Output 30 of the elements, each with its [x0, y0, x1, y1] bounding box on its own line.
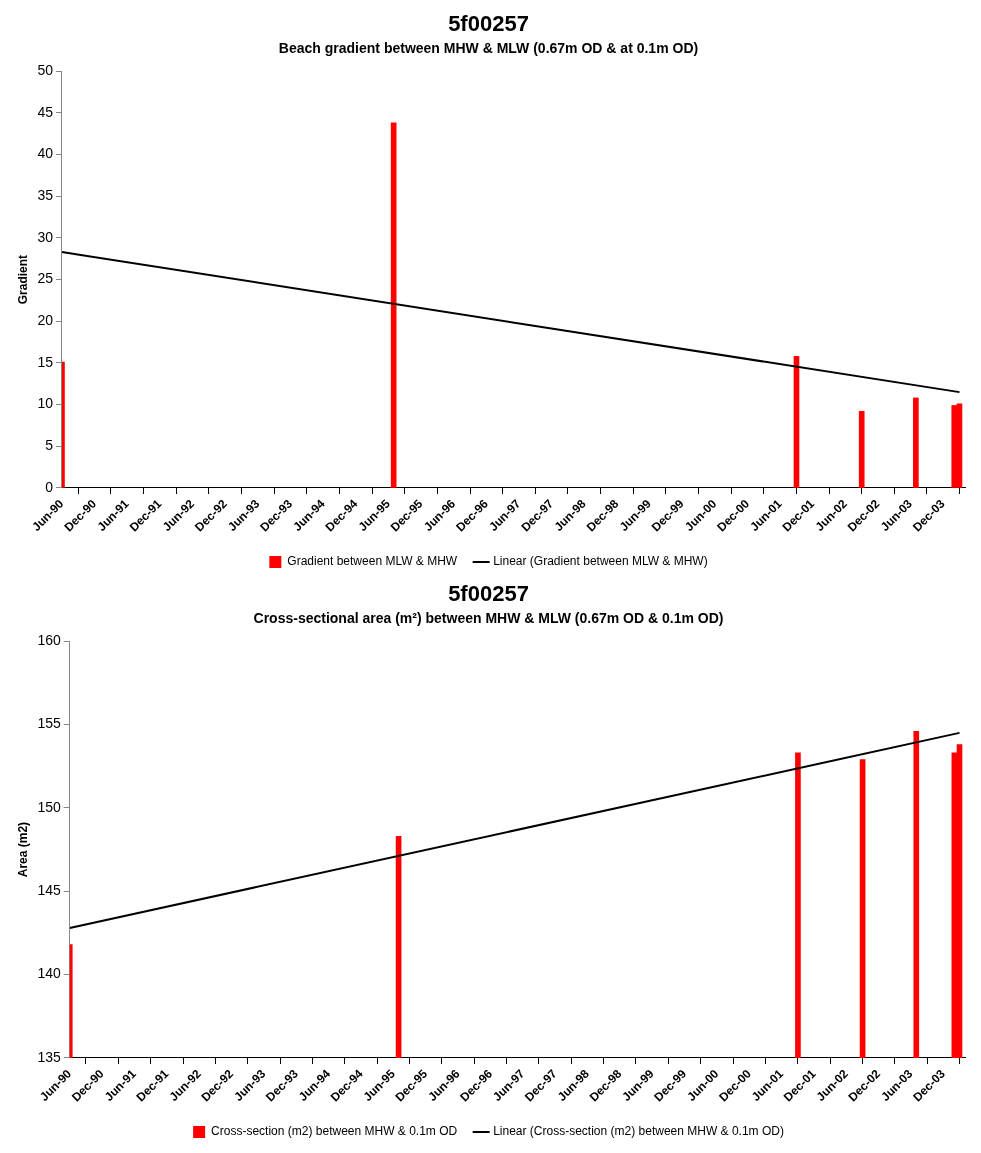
bar: [951, 405, 958, 488]
chart-title: 5f00257: [448, 11, 529, 37]
y-tick-label: 35: [37, 187, 54, 204]
y-tick-label: 25: [37, 270, 54, 287]
y-tick-label: 15: [37, 353, 54, 370]
y-tick-label: 45: [37, 103, 54, 120]
bar: [858, 410, 865, 488]
bar: [913, 397, 919, 488]
y-tick-label: 20: [37, 312, 54, 329]
legend-label: Linear (Gradient between MLW & MHW): [493, 554, 708, 569]
y-tick-label: 145: [37, 882, 61, 899]
y-axis-title: Area (m2): [15, 821, 30, 878]
y-tick-label: 150: [37, 798, 61, 815]
legend-label: Cross-section (m2) between MHW & 0.1m OD: [211, 1124, 458, 1139]
y-tick-label: 155: [37, 715, 61, 732]
y-tick-label: 135: [37, 1048, 61, 1065]
legend-label: Linear (Cross-section (m2) between MHW & 0.1m OD): [493, 1124, 784, 1139]
y-tick-label: 5: [45, 437, 54, 454]
y-tick-label: 50: [37, 62, 54, 79]
legend-label: Gradient between MLW & MHW: [287, 554, 458, 569]
y-tick-label: 140: [37, 965, 61, 982]
chart-subtitle: Cross-sectional area (m²) between MHW & MLW (0.67m OD & 0.1m OD): [253, 609, 724, 626]
y-tick-label: 160: [37, 632, 61, 649]
chart-subtitle: Beach gradient between MHW & MLW (0.67m OD & at 0.1m OD): [278, 39, 699, 56]
y-tick-label: 40: [37, 145, 54, 162]
y-tick-label: 10: [37, 395, 54, 412]
y-tick-label: 0: [45, 478, 54, 495]
chart-title: 5f00257: [448, 581, 529, 607]
y-axis-title: Gradient: [15, 254, 30, 305]
y-tick-label: 30: [37, 228, 54, 245]
